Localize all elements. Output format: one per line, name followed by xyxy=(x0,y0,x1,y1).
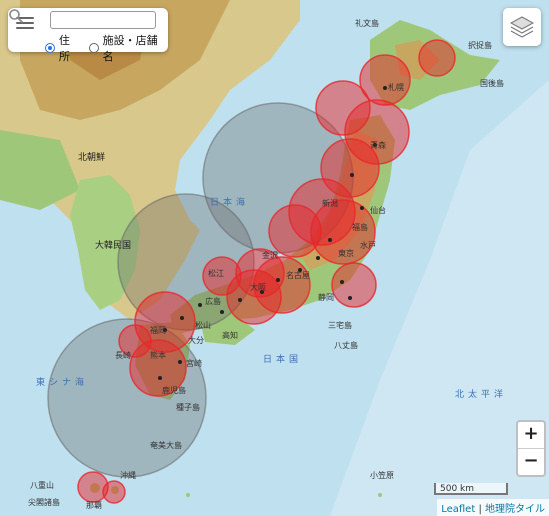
attribution: Leaflet | 地理院タイル xyxy=(437,499,549,516)
city-dot xyxy=(163,328,167,332)
red-circle-1[interactable] xyxy=(418,39,456,77)
city-dot xyxy=(383,86,387,90)
city-dot xyxy=(198,303,202,307)
layers-button[interactable] xyxy=(503,8,541,46)
zoom-in-button[interactable]: + xyxy=(523,423,539,444)
red-circle-11[interactable] xyxy=(331,262,377,308)
search-icon[interactable] xyxy=(8,8,24,24)
label-south-korea: 大韓民国 xyxy=(95,241,132,251)
layers-icon xyxy=(509,16,535,38)
city-dot xyxy=(360,206,364,210)
korea-peninsula xyxy=(70,175,140,310)
label-kuril: 国後島 xyxy=(480,79,504,88)
radio-facility-label[interactable]: 施設・店舗名 xyxy=(102,34,158,63)
red-circle-13[interactable] xyxy=(202,256,242,296)
label-etorofu: 択捉島 xyxy=(468,41,492,50)
label-pacific: 北太平洋 xyxy=(455,390,508,400)
label-naha: 那覇 xyxy=(86,501,102,510)
search-panel: 住所 施設・店舗名 xyxy=(8,8,168,63)
label-sea-of-japan: 日本海 xyxy=(210,198,250,208)
city-dot xyxy=(348,296,352,300)
city-dot xyxy=(328,238,332,242)
island-small-1 xyxy=(186,493,190,497)
red-circle-16[interactable] xyxy=(129,339,187,397)
label-ogasawara: 小笠原 xyxy=(370,471,394,480)
label-yaeyama: 八重山 xyxy=(30,481,54,490)
label-shizuoka: 静岡 xyxy=(318,293,334,302)
city-dot xyxy=(220,310,224,314)
label-matsue: 松江 xyxy=(208,269,224,278)
label-oita: 大分 xyxy=(188,336,204,345)
city-dot xyxy=(350,173,354,177)
lowland xyxy=(0,130,80,210)
label-sapporo: 札幌 xyxy=(388,83,404,92)
city-dot xyxy=(260,290,264,294)
city-dot xyxy=(316,256,320,260)
label-fukuoka: 福岡 xyxy=(150,326,166,335)
label-sendai: 仙台 xyxy=(370,206,386,215)
label-tanegashima: 種子島 xyxy=(176,403,200,412)
label-hachijo: 八丈島 xyxy=(334,341,358,350)
red-circle-18[interactable] xyxy=(102,480,126,504)
city-dot xyxy=(238,298,242,302)
leaflet-link[interactable]: Leaflet xyxy=(441,504,476,515)
label-matsuyama: 松山 xyxy=(195,321,211,330)
label-okinawa: 沖縄 xyxy=(120,471,136,480)
label-tokyo: 東京 xyxy=(338,249,354,258)
radio-address-label[interactable]: 住所 xyxy=(58,34,70,63)
city-dot xyxy=(276,278,280,282)
city-dot xyxy=(178,360,182,364)
label-amami: 奄美大島 xyxy=(150,441,182,450)
label-north-korea: 北朝鮮 xyxy=(78,153,106,163)
label-kochi: 高知 xyxy=(222,331,238,340)
label-miyake: 三宅島 xyxy=(328,321,352,330)
red-circle-8[interactable] xyxy=(268,204,322,258)
label-kanazawa: 金沢 xyxy=(262,251,278,260)
label-miyazaki: 宮崎 xyxy=(186,359,202,368)
label-niigata: 新潟 xyxy=(322,199,338,208)
label-kagoshima: 鹿児島 xyxy=(162,386,186,395)
label-kumamoto: 熊本 xyxy=(150,351,166,360)
search-input[interactable] xyxy=(50,11,156,29)
red-circles xyxy=(77,39,456,504)
menu-icon[interactable] xyxy=(16,17,34,29)
label-osaka: 大阪 xyxy=(250,283,266,292)
city-dot xyxy=(340,280,344,284)
scale-bar: 500 km xyxy=(434,483,508,495)
red-circle-12[interactable] xyxy=(226,269,282,325)
city-dot xyxy=(180,316,184,320)
tiles-link[interactable]: 地理院タイル xyxy=(485,504,545,515)
label-nagasaki: 長崎 xyxy=(115,351,131,360)
label-east-china-sea: 東シナ海 xyxy=(36,378,89,388)
label-japan: 日本国 xyxy=(263,355,303,365)
label-aomori: 青森 xyxy=(370,141,386,150)
radio-facility[interactable] xyxy=(88,43,99,53)
search-mode: 住所 施設・店舗名 xyxy=(45,32,168,64)
city-dot xyxy=(373,143,377,147)
island-small-2 xyxy=(378,493,382,497)
label-mito: 水戸 xyxy=(360,241,376,250)
city-dot xyxy=(298,268,302,272)
label-nagoya: 名古屋 xyxy=(286,271,310,280)
zoom-out-button[interactable]: − xyxy=(518,448,544,475)
city-dots xyxy=(158,86,387,380)
label-hiroshima: 広島 xyxy=(205,297,221,306)
attribution-separator: | xyxy=(475,504,485,515)
city-dot xyxy=(158,376,162,380)
label-rebun: 礼文島 xyxy=(355,19,379,28)
label-senkaku: 尖閣諸島 xyxy=(28,498,60,507)
label-fukushima: 福島 xyxy=(352,223,368,232)
radio-address[interactable] xyxy=(45,43,55,53)
zoom-control: + − xyxy=(516,420,546,477)
